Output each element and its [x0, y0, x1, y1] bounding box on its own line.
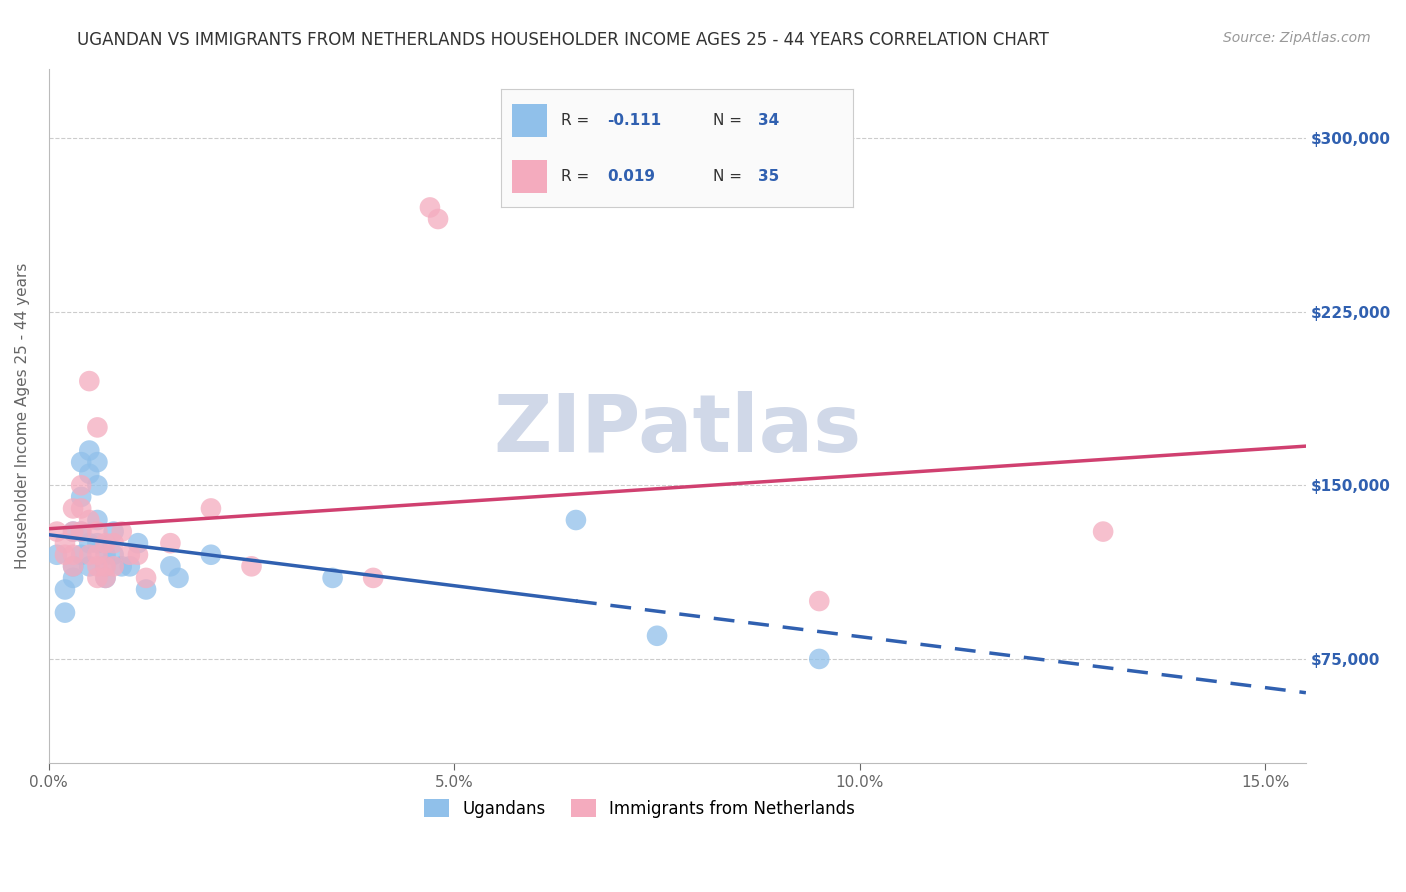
Point	[645, 629, 668, 643]
Point	[118, 548, 141, 562]
Point	[103, 548, 125, 562]
Y-axis label: Householder Income Ages 25 - 44 years: Householder Income Ages 25 - 44 years	[15, 262, 30, 569]
Point	[62, 548, 84, 562]
Point	[53, 606, 76, 620]
Point	[111, 524, 134, 539]
Point	[94, 571, 117, 585]
Point	[53, 548, 76, 562]
Point	[70, 524, 93, 539]
Point	[808, 594, 831, 608]
Point	[79, 374, 101, 388]
Point	[427, 212, 450, 227]
Point	[86, 420, 108, 434]
Point	[62, 524, 84, 539]
Point	[62, 559, 84, 574]
Point	[53, 536, 76, 550]
Text: ZIPatlas: ZIPatlas	[494, 391, 862, 468]
Point	[94, 571, 117, 585]
Point	[70, 455, 93, 469]
Point	[70, 490, 93, 504]
Point	[79, 548, 101, 562]
Point	[86, 513, 108, 527]
Point	[79, 559, 101, 574]
Point	[103, 559, 125, 574]
Point	[159, 536, 181, 550]
Point	[86, 524, 108, 539]
Point	[70, 548, 93, 562]
Point	[70, 501, 93, 516]
Point	[322, 571, 344, 585]
Point	[70, 524, 93, 539]
Point	[1092, 524, 1115, 539]
Point	[86, 536, 108, 550]
Point	[159, 559, 181, 574]
Point	[86, 559, 108, 574]
Point	[103, 536, 125, 550]
Point	[127, 548, 149, 562]
Point	[53, 582, 76, 597]
Text: Source: ZipAtlas.com: Source: ZipAtlas.com	[1223, 31, 1371, 45]
Point	[111, 559, 134, 574]
Point	[45, 548, 67, 562]
Point	[200, 548, 222, 562]
Point	[45, 524, 67, 539]
Point	[361, 571, 384, 585]
Point	[240, 559, 263, 574]
Point	[200, 501, 222, 516]
Legend: Ugandans, Immigrants from Netherlands: Ugandans, Immigrants from Netherlands	[418, 793, 862, 824]
Point	[94, 559, 117, 574]
Text: UGANDAN VS IMMIGRANTS FROM NETHERLANDS HOUSEHOLDER INCOME AGES 25 - 44 YEARS COR: UGANDAN VS IMMIGRANTS FROM NETHERLANDS H…	[77, 31, 1049, 49]
Point	[565, 513, 588, 527]
Point	[86, 478, 108, 492]
Point	[79, 513, 101, 527]
Point	[135, 571, 157, 585]
Point	[94, 559, 117, 574]
Point	[79, 467, 101, 481]
Point	[94, 548, 117, 562]
Point	[62, 524, 84, 539]
Point	[79, 536, 101, 550]
Point	[94, 536, 117, 550]
Point	[167, 571, 190, 585]
Point	[86, 548, 108, 562]
Point	[86, 571, 108, 585]
Point	[808, 652, 831, 666]
Point	[62, 571, 84, 585]
Point	[86, 455, 108, 469]
Point	[62, 559, 84, 574]
Point	[62, 501, 84, 516]
Point	[79, 443, 101, 458]
Point	[70, 478, 93, 492]
Point	[135, 582, 157, 597]
Point	[419, 201, 441, 215]
Point	[118, 559, 141, 574]
Point	[103, 524, 125, 539]
Point	[127, 536, 149, 550]
